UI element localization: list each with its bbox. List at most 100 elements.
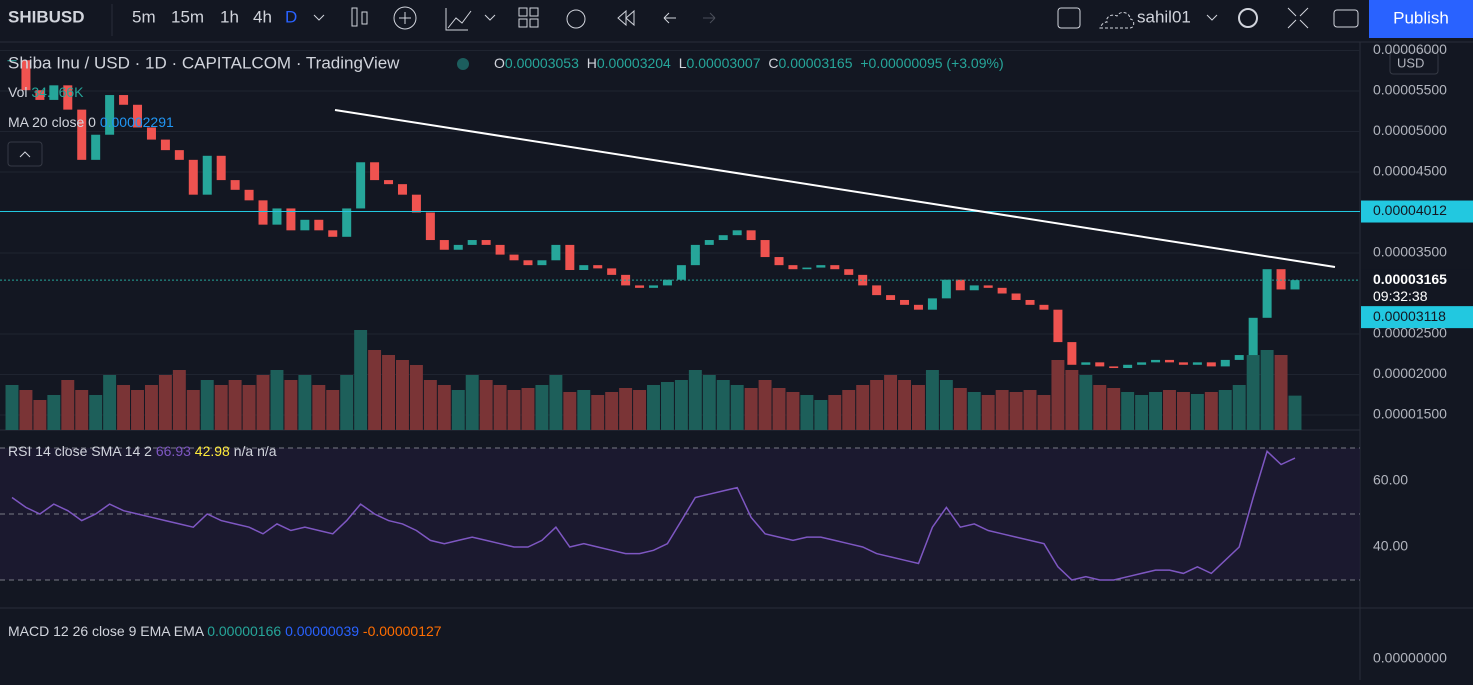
- interval[interactable]: 4h: [253, 7, 272, 26]
- candle: [21, 60, 31, 91]
- candle: [202, 155, 212, 195]
- volume-bar: [19, 390, 33, 430]
- alert-icon[interactable]: [566, 9, 586, 29]
- candle: [607, 268, 617, 275]
- publish-button[interactable]: [1369, 0, 1473, 38]
- candle: [1192, 362, 1202, 365]
- volume-bar: [1051, 360, 1065, 430]
- volume-bar: [1232, 385, 1246, 430]
- price-axis: USD 0.00006000 0.00005500 0.00005000 0.0000…: [1361, 41, 1473, 554]
- status-dot: [457, 58, 469, 70]
- volume-bar: [1093, 385, 1107, 430]
- candle: [272, 208, 282, 225]
- replay-icon[interactable]: [617, 9, 635, 27]
- volume-legend: Vol 34.366K: [8, 84, 84, 100]
- layout-icon[interactable]: [529, 18, 539, 28]
- settings-icon[interactable]: [1238, 8, 1258, 28]
- volume-bar: [1149, 392, 1163, 430]
- candles-icon[interactable]: [351, 7, 358, 27]
- add-indicator-icon[interactable]: [399, 12, 411, 24]
- volume-bar: [1218, 390, 1232, 430]
- dropdown-icon[interactable]: [484, 14, 496, 21]
- level-label: 0.00004012: [1373, 202, 1447, 218]
- candle: [314, 219, 324, 231]
- candle: [969, 285, 979, 291]
- fullscreen-box[interactable]: [1057, 7, 1081, 29]
- dropdown-icon[interactable]: [313, 14, 325, 21]
- volume-bar: [870, 380, 884, 430]
- candle: [35, 90, 45, 100]
- y-tick-label: 0.00002500: [1373, 325, 1447, 341]
- candle: [258, 200, 268, 225]
- volume-bar: [479, 380, 493, 430]
- collapse-button[interactable]: [7, 141, 43, 167]
- candle: [816, 265, 826, 268]
- volume-bar: [409, 365, 423, 430]
- volume-bar: [772, 388, 786, 430]
- volume-bar: [1176, 392, 1190, 430]
- level-label-bg: [1361, 200, 1473, 223]
- cloud-icon[interactable]: [1099, 11, 1135, 29]
- layout-icon[interactable]: [529, 7, 539, 17]
- volume-bar: [89, 395, 103, 430]
- interval[interactable]: D: [285, 7, 297, 26]
- currency-button[interactable]: [1389, 51, 1439, 75]
- series-title: Shiba Inu / USD · 1D · CAPITALCOM · Trad…: [8, 53, 400, 72]
- interval[interactable]: 15m: [171, 7, 204, 26]
- trend-line: [334, 109, 1336, 268]
- volume-bar: [284, 380, 298, 430]
- candle: [1262, 269, 1272, 318]
- symbol[interactable]: SHIBUSD: [8, 7, 85, 26]
- add-indicator-icon[interactable]: [393, 6, 417, 30]
- volume-bar: [228, 380, 242, 430]
- rsi-line: [11, 449, 1296, 581]
- volume-bar: [1065, 370, 1079, 430]
- second-price-label: 0.00003118: [1373, 308, 1446, 324]
- dropdown-icon[interactable]: [1206, 14, 1218, 21]
- volume-bar: [242, 385, 256, 430]
- candle: [1178, 362, 1188, 365]
- snapshot-icon[interactable]: [1333, 9, 1359, 28]
- candle: [1137, 362, 1147, 365]
- candle: [174, 150, 184, 160]
- volume-bar: [1037, 395, 1051, 430]
- volume-bar: [1009, 392, 1023, 430]
- indicators-icon[interactable]: [445, 8, 472, 31]
- volume-bar: [1079, 375, 1093, 430]
- volume-bar: [144, 385, 158, 430]
- marks: [0, 50, 1360, 581]
- user-name[interactable]: sahil01: [1137, 7, 1191, 26]
- interval[interactable]: 1h: [220, 7, 239, 26]
- interval[interactable]: 5m: [132, 7, 156, 26]
- volume-bar: [256, 375, 270, 430]
- candle: [858, 274, 868, 286]
- volume-bar: [5, 385, 19, 430]
- collapse-icon[interactable]: [19, 151, 31, 158]
- candle: [732, 230, 742, 236]
- volume-bar: [270, 370, 284, 430]
- candle: [941, 279, 951, 299]
- currency[interactable]: USD: [1397, 55, 1424, 70]
- candle: [356, 162, 366, 209]
- volume-bar: [1260, 350, 1274, 430]
- redo-icon[interactable]: [703, 12, 716, 24]
- volume-bar: [1246, 355, 1260, 430]
- volume-bar: [354, 330, 368, 430]
- candle: [1164, 359, 1174, 363]
- candle: [1290, 280, 1300, 290]
- candle: [370, 162, 380, 181]
- volume-bar: [674, 380, 688, 430]
- volume-bar: [911, 385, 925, 430]
- candle: [411, 194, 421, 213]
- undo-icon[interactable]: [663, 12, 676, 24]
- expand-icon[interactable]: [1287, 7, 1309, 29]
- layout-icon[interactable]: [518, 7, 528, 17]
- toolbar-bg: [0, 0, 1473, 42]
- volume-bar: [549, 375, 563, 430]
- candles-icon[interactable]: [361, 11, 368, 25]
- candle: [1011, 293, 1021, 300]
- volume-bar: [786, 392, 800, 430]
- layout-icon[interactable]: [518, 18, 528, 28]
- publish-label[interactable]: Publish: [1393, 8, 1449, 27]
